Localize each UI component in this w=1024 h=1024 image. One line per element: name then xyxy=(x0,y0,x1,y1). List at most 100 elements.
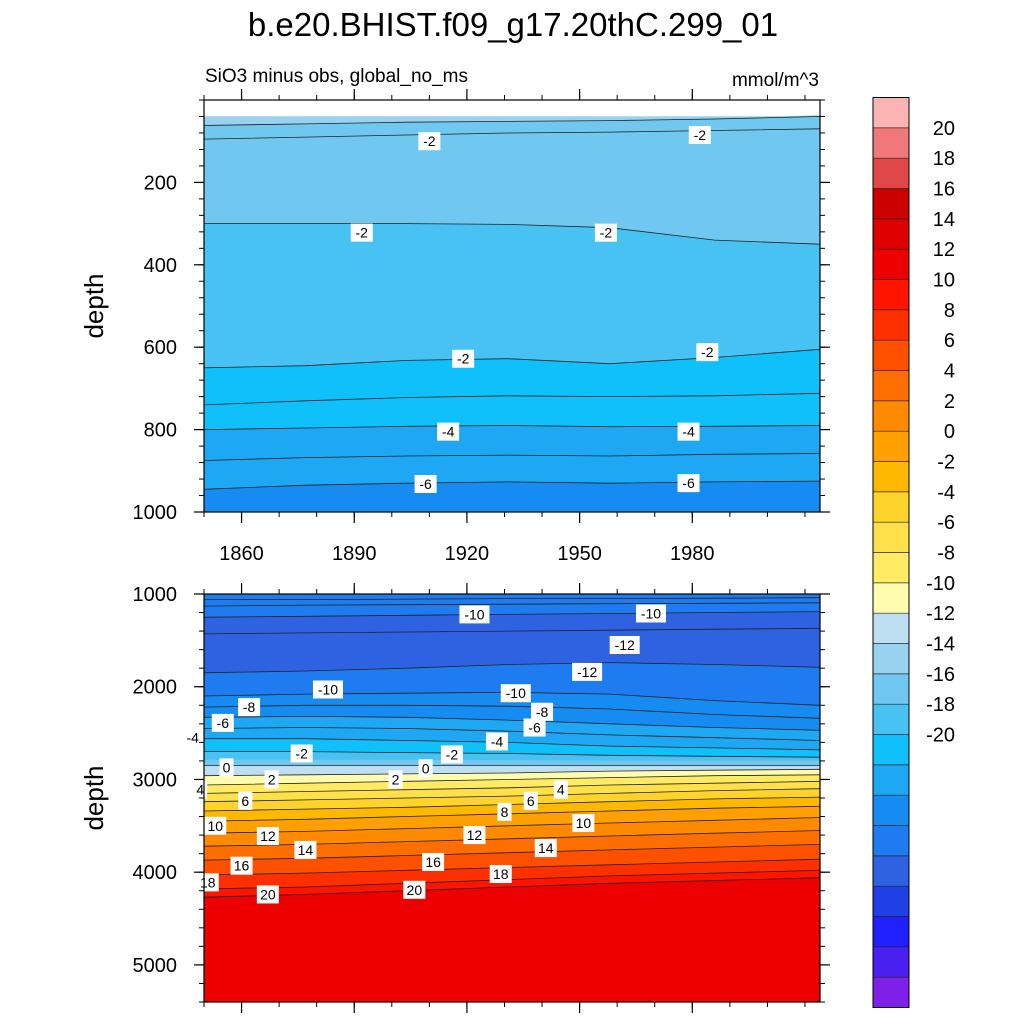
contour-label: -2 xyxy=(452,349,475,368)
contour-label: 8 xyxy=(497,802,512,821)
contour-band xyxy=(204,877,820,1002)
contour-label-text: -2 xyxy=(694,127,707,143)
contour-label-box xyxy=(403,880,426,899)
contour-line xyxy=(204,662,820,674)
colorbar-swatch xyxy=(872,552,910,584)
colorbar-label: 20 xyxy=(933,118,955,140)
colorbar: 20181614121086420-2-4-6-8-10-12-14-16-18… xyxy=(872,97,955,1008)
contour-line xyxy=(204,715,820,731)
colorbar-label: -16 xyxy=(926,664,955,686)
contour-label-text: 4 xyxy=(557,782,565,798)
contour-label: 10 xyxy=(572,814,595,833)
colorbar-swatch xyxy=(872,339,910,371)
contour-line xyxy=(204,704,820,719)
contour-label: 20 xyxy=(256,885,279,904)
x-tick-label: 1890 xyxy=(332,543,377,565)
contour-label: -8 xyxy=(238,698,261,717)
contour-label-text: -2 xyxy=(701,344,714,360)
contour-label: -2 xyxy=(696,343,719,362)
plot-area xyxy=(204,594,820,1002)
contour-label-box xyxy=(572,814,595,833)
contour-line xyxy=(204,774,820,786)
contour-label: 16 xyxy=(422,852,445,871)
contour-label-text: -2 xyxy=(423,133,436,149)
colorbar-label: 0 xyxy=(944,421,955,443)
contour-label: -10 xyxy=(312,680,343,699)
contour-label-text: -8 xyxy=(536,704,549,720)
contour-label-box xyxy=(219,758,234,777)
contour-label-text: -4 xyxy=(442,424,455,440)
contour-line xyxy=(204,480,820,490)
contour-label-text: 20 xyxy=(260,886,276,902)
colorbar-swatch xyxy=(872,734,910,766)
contour-label: 2 xyxy=(264,770,279,789)
contour-label: -2 xyxy=(440,745,463,764)
colorbar-swatch xyxy=(872,218,910,250)
colorbar-label: -14 xyxy=(926,634,955,656)
contour-label-text: 12 xyxy=(260,828,276,844)
y-axis-label: depth xyxy=(79,765,109,830)
colorbar-label: -8 xyxy=(937,543,955,565)
x-tick-label: 1860 xyxy=(219,543,264,565)
contour-label: 0 xyxy=(219,758,234,777)
contour-label-text: -2 xyxy=(446,746,459,762)
contour-label-box xyxy=(553,780,568,799)
x-tick-label: 1980 xyxy=(670,543,715,565)
contour-line xyxy=(204,116,820,126)
contour-label: -10 xyxy=(500,684,531,703)
contour-label: -2 xyxy=(290,744,313,763)
contour-label-text: 0 xyxy=(422,760,430,776)
contour-label-text: -6 xyxy=(682,475,695,491)
colorbar-swatch xyxy=(872,946,910,978)
colorbar-swatch xyxy=(872,643,910,675)
contour-label-text: 8 xyxy=(501,804,509,820)
contour-line xyxy=(204,768,820,777)
contour-label-text: -4 xyxy=(491,733,504,749)
contour-label-box xyxy=(485,732,508,751)
contour-label: 6 xyxy=(238,791,253,810)
contour-label-box xyxy=(388,770,403,789)
contour-label-text: 2 xyxy=(392,771,400,787)
contour-line xyxy=(204,627,820,635)
contour-label-box xyxy=(523,718,546,737)
colorbar-label: -12 xyxy=(926,603,955,625)
y-tick-label: 800 xyxy=(144,420,177,442)
contour-label-text: -6 xyxy=(528,720,541,736)
contour-label-text: 12 xyxy=(467,827,483,843)
contour-line xyxy=(204,738,820,751)
contour-label: -2 xyxy=(688,126,711,145)
contour-label: -2 xyxy=(350,223,373,242)
colorbar-swatch xyxy=(872,248,910,280)
y-tick-label: 200 xyxy=(144,172,177,194)
colorbar-swatch xyxy=(872,703,910,735)
colorbar-swatch xyxy=(872,400,910,432)
colorbar-swatch xyxy=(872,157,910,189)
contour-line xyxy=(204,780,820,794)
contour-label-box xyxy=(238,791,253,810)
colorbar-swatch xyxy=(872,855,910,887)
contour-label-text: -10 xyxy=(464,606,484,622)
contour-label-box xyxy=(688,126,711,145)
contour-label: 4 xyxy=(553,780,568,799)
colorbar-swatch xyxy=(872,279,910,311)
colorbar-swatch xyxy=(872,582,910,614)
contour-label-text: 16 xyxy=(425,854,441,870)
contour-label: 4 xyxy=(193,780,208,799)
colorbar-label: -4 xyxy=(937,482,955,504)
x-tick-label: 1920 xyxy=(445,543,490,565)
contour-label-text: 14 xyxy=(538,840,554,856)
contour-label-box xyxy=(264,770,279,789)
colorbar-label: 10 xyxy=(933,270,955,292)
contour-label-text: 18 xyxy=(200,874,216,890)
colorbar-swatch xyxy=(872,188,910,220)
colorbar-label: 6 xyxy=(944,330,955,352)
contour-label-box xyxy=(238,698,261,717)
contour-label: -2 xyxy=(418,132,441,151)
contour-label: 18 xyxy=(489,865,512,884)
contour-label: -4 xyxy=(677,422,700,441)
contour-label-text: -8 xyxy=(243,699,256,715)
colorbar-swatch xyxy=(872,97,910,129)
contour-label: 10 xyxy=(204,816,227,835)
colorbar-label: 16 xyxy=(933,179,955,201)
contour-label-box xyxy=(211,713,234,732)
